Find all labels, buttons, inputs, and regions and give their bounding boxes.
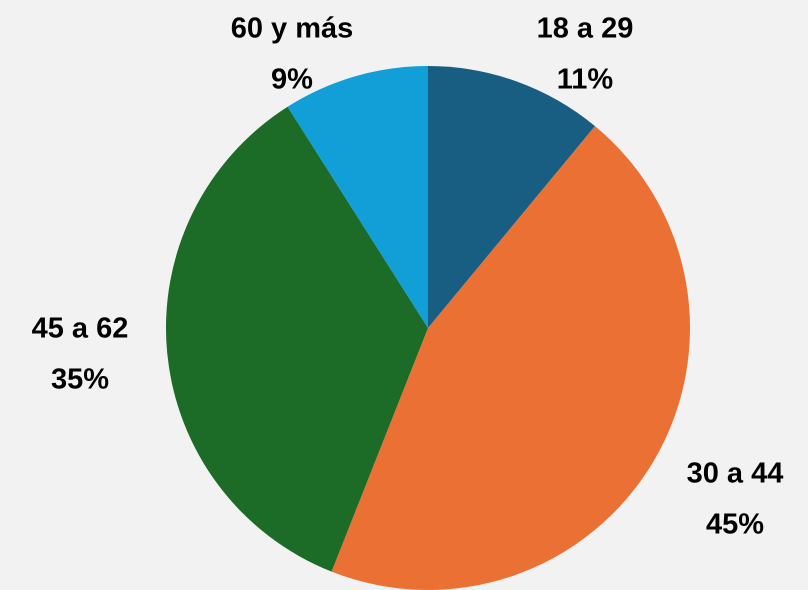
slice-category-label: 45 a 62 [32,313,129,345]
slice-value-label: 9% [271,64,313,96]
slice-value-label: 45% [706,509,764,541]
slice-value-label: 35% [51,364,109,396]
slice-category-label: 18 a 29 [537,13,634,45]
pie-slice [166,106,428,572]
pie-slice [287,66,428,328]
pie-slice [331,126,690,590]
pie-slice [428,66,596,328]
slice-value-label: 11% [557,64,614,96]
slice-category-label: 30 a 44 [687,458,784,490]
slice-category-label: 60 y más [231,13,354,45]
